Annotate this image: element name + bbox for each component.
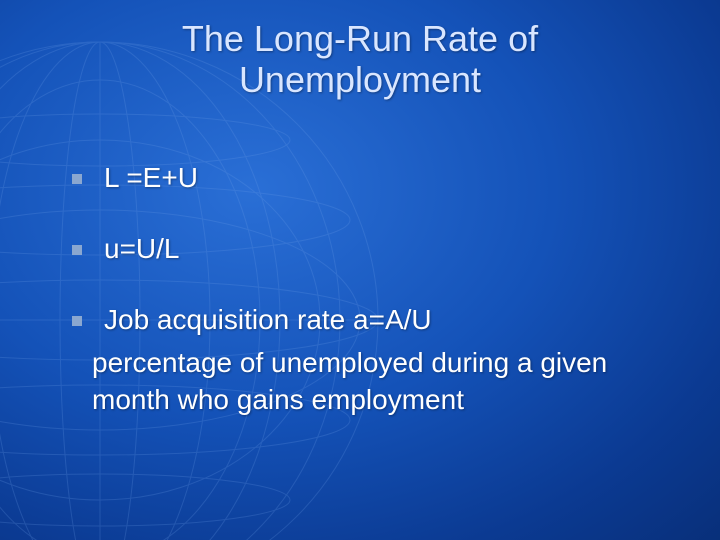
- slide-title: The Long-Run Rate of Unemployment: [0, 18, 720, 101]
- slide: The Long-Run Rate of Unemployment L =E+U…: [0, 0, 720, 540]
- bullet-marker-icon: [72, 316, 82, 326]
- bullet-item: L =E+U: [72, 160, 660, 197]
- bullet-continuation-text: percentage of unemployed during a given …: [92, 345, 660, 419]
- slide-body: L =E+U u=U/L Job acquisition rate a=A/U …: [72, 160, 660, 419]
- bullet-item: Job acquisition rate a=A/U: [72, 302, 660, 339]
- bullet-item: u=U/L: [72, 231, 660, 268]
- bullet-marker-icon: [72, 174, 82, 184]
- bullet-text: u=U/L: [104, 231, 660, 268]
- bullet-text: Job acquisition rate a=A/U: [104, 302, 660, 339]
- bullet-marker-icon: [72, 245, 82, 255]
- bullet-text: L =E+U: [104, 160, 660, 197]
